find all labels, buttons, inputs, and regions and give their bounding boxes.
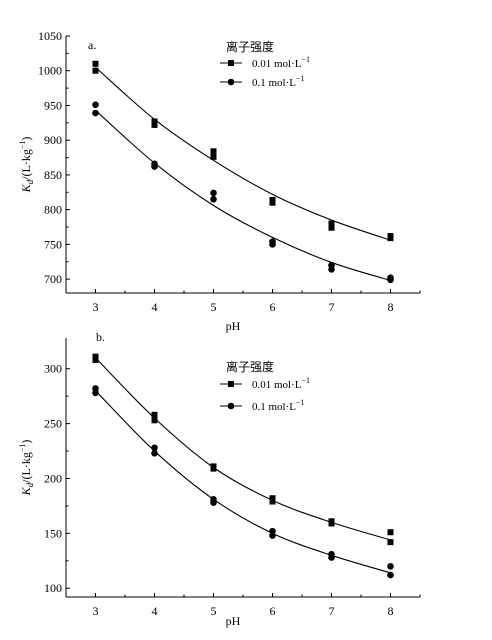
x-tick-label: 8: [388, 300, 394, 314]
data-point: [328, 554, 335, 561]
data-point: [151, 121, 158, 128]
data-point: [151, 417, 158, 424]
data-point: [387, 235, 394, 242]
fit-curve: [95, 390, 391, 574]
legend-label: 0.1 mol·L−1: [252, 74, 305, 89]
data-point: [269, 495, 276, 502]
legend-label: 0.01 mol·L−1: [252, 55, 310, 70]
data-point: [92, 109, 99, 117]
x-tick-label: 3: [93, 300, 99, 314]
data-point: [328, 220, 335, 227]
legend-title: 离子强度: [226, 39, 274, 54]
y-tick-label: 1000: [38, 64, 62, 78]
legend-label: 0.01 mol·L−1: [252, 376, 310, 391]
data-point: [328, 224, 335, 231]
chart-panel-a: 700 750 800 850 900 950 1000 1050 3 4 5 6 7 8 pH Kd/(L·…: [18, 29, 421, 333]
data-point: [387, 539, 394, 546]
panel-label: b.: [96, 330, 105, 344]
data-point: [92, 101, 99, 109]
chart-panel-b: 100 150 200 250 300 3 4 5 6 7 8 pH Kd/(L·kg−1) b. 离子强度…: [18, 330, 421, 628]
y-tick-label: 1050: [38, 29, 62, 43]
data-point: [269, 498, 276, 505]
x-tick-label: 5: [211, 300, 217, 314]
x-tick-label: 4: [152, 300, 158, 314]
y-tick-label: 750: [44, 237, 62, 251]
data-point: [210, 465, 217, 472]
data-point: [151, 118, 158, 125]
data-point: [210, 148, 217, 155]
data-point: [387, 562, 394, 570]
data-point: [210, 195, 217, 203]
y-tick-label: 900: [44, 133, 62, 147]
data-point: [387, 529, 394, 536]
series-circle: [92, 385, 394, 579]
data-point: [387, 571, 394, 579]
data-point: [151, 411, 158, 418]
series-square: [92, 353, 394, 546]
y-tick-label: 700: [44, 272, 62, 286]
data-point: [328, 520, 335, 527]
data-point: [210, 153, 217, 160]
panel-label: a.: [88, 38, 96, 52]
y-tick-label: 250: [44, 417, 62, 431]
x-axis-title: pH: [226, 319, 241, 333]
x-tick-label: 7: [329, 604, 335, 618]
y-tick-label: 100: [44, 581, 62, 595]
series-square: [92, 60, 394, 242]
data-point: [92, 353, 99, 360]
data-point: [92, 389, 99, 397]
y-tick-label: 150: [44, 526, 62, 540]
data-point: [269, 241, 276, 248]
data-point: [269, 199, 276, 206]
x-tick-label: 6: [270, 300, 276, 314]
y-axis-title: Kd/(L·kg−1): [18, 137, 35, 194]
x-tick-label: 6: [270, 604, 276, 618]
legend-label: 0.1 mol·L−1: [252, 398, 305, 413]
legend-marker: [227, 78, 235, 86]
y-tick-label: 200: [44, 471, 62, 485]
data-point: [92, 356, 99, 363]
y-axis-title: Kd/(L·kg−1): [18, 440, 35, 497]
x-tick-label: 3: [93, 604, 99, 618]
y-tick-label: 300: [44, 362, 62, 376]
data-point: [387, 276, 394, 284]
x-tick-label: 5: [211, 604, 217, 618]
data-point: [210, 499, 217, 506]
data-point: [210, 189, 217, 197]
legend-marker: [228, 60, 234, 66]
data-point: [92, 60, 99, 67]
legend-marker: [227, 402, 235, 410]
data-point: [151, 163, 158, 170]
data-point: [328, 266, 335, 273]
legend-marker: [228, 381, 234, 387]
y-tick-label: 950: [44, 98, 62, 112]
data-point: [92, 67, 99, 74]
fit-curve: [95, 66, 391, 241]
legend: 离子强度 0.01 mol·L−1 0.1 mol·L−1: [220, 359, 310, 413]
data-point: [269, 532, 276, 539]
data-point: [151, 449, 158, 457]
x-tick-label: 8: [388, 604, 394, 618]
data-point: [151, 444, 158, 452]
x-axis-title: pH: [226, 614, 241, 628]
y-tick-label: 800: [44, 203, 62, 217]
legend-title: 离子强度: [226, 359, 274, 374]
fit-curve: [95, 357, 391, 541]
y-tick-label: 850: [44, 168, 62, 182]
x-tick-label: 4: [152, 604, 158, 618]
series-circle: [92, 101, 394, 284]
x-tick-label: 7: [329, 300, 335, 314]
fit-curve: [95, 109, 391, 282]
